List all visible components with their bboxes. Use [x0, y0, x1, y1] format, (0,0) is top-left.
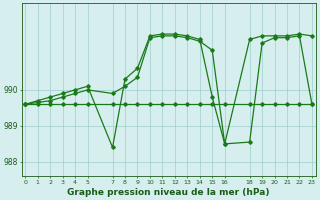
X-axis label: Graphe pression niveau de la mer (hPa): Graphe pression niveau de la mer (hPa) [68, 188, 270, 197]
